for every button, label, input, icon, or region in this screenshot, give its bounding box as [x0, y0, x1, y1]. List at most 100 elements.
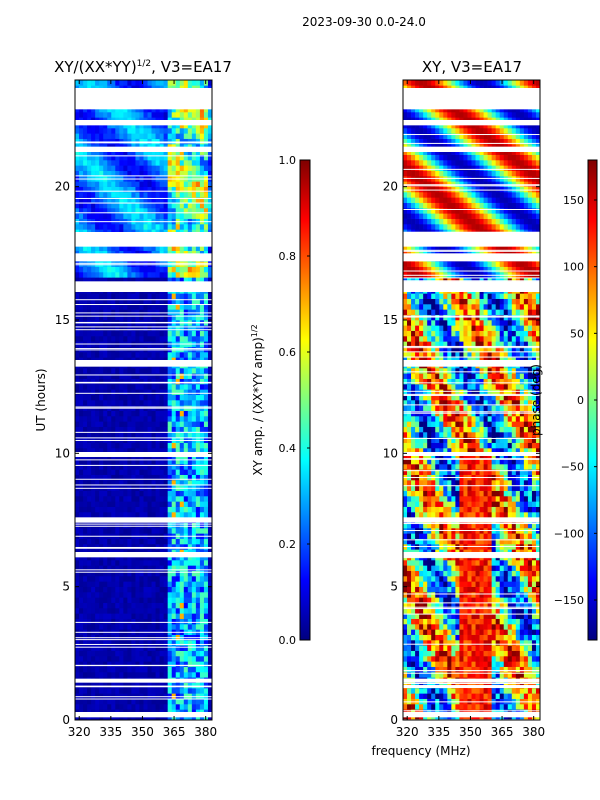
left-heatmap-cell: [203, 613, 209, 619]
left-heatmap-cell: [175, 442, 181, 449]
right-heatmap-cell: [463, 608, 468, 614]
left-heatmap-cell: [191, 298, 197, 305]
left-heatmap-cell: [87, 560, 92, 566]
right-heatmap-cell: [407, 661, 412, 667]
left-heatmap-cell: [123, 314, 128, 321]
left-heatmap-cell: [155, 149, 160, 155]
right-heatmap-cell: [487, 704, 492, 710]
left-heatmap-cell: [151, 293, 156, 299]
left-heatmap-cell: [111, 602, 116, 609]
left-heatmap-cell: [87, 192, 92, 198]
left-heatmap-cell: [87, 261, 92, 267]
left-heatmap-cell: [123, 672, 128, 678]
left-heatmap-cell: [171, 213, 177, 219]
left-heatmap-cell: [199, 122, 205, 129]
right-heatmap-cell: [411, 613, 416, 619]
left-heatmap-cell: [135, 693, 140, 699]
right-heatmap-cell: [515, 672, 521, 678]
left-heatmap-cell: [103, 608, 108, 614]
left-heatmap-cell: [187, 464, 193, 470]
left-heatmap-cell: [127, 693, 132, 699]
left-heatmap-cell: [183, 448, 189, 454]
left-heatmap-cell: [83, 336, 88, 342]
right-heatmap-cell: [443, 693, 448, 699]
left-heatmap-cell: [203, 181, 209, 187]
left-heatmap-cell: [95, 165, 100, 171]
left-heatmap-cell: [75, 581, 80, 587]
left-heatmap-cell: [199, 581, 205, 587]
left-heatmap-cell: [139, 458, 144, 465]
left-heatmap-cell: [107, 624, 112, 630]
left-heatmap-cell: [171, 122, 177, 129]
left-heatmap-cell: [139, 368, 144, 374]
left-heatmap-cell: [155, 378, 160, 385]
left-heatmap-cell: [199, 656, 205, 662]
left-heatmap-cell: [175, 325, 181, 331]
left-heatmap-cell: [183, 704, 189, 710]
right-heatmap-cell: [503, 650, 509, 657]
left-heatmap-cell: [111, 122, 116, 129]
left-heatmap-cell: [79, 410, 84, 417]
left-heatmap-cell: [123, 650, 128, 657]
left-heatmap-cell: [111, 261, 116, 267]
left-heatmap-cell: [147, 650, 152, 657]
left-heatmap-cell: [99, 128, 104, 134]
left-heatmap-cell: [75, 480, 80, 486]
left-heatmap-cell: [171, 693, 177, 699]
right-heatmap-cell: [531, 597, 537, 603]
left-heatmap-cell: [163, 384, 168, 390]
right-heatmap-cell: [435, 666, 440, 673]
left-heatmap-cell: [79, 106, 84, 113]
left-heatmap-cell: [91, 122, 96, 129]
left-heatmap-cell: [199, 688, 205, 694]
left-heatmap-cell: [195, 128, 201, 134]
left-heatmap-cell: [195, 266, 201, 273]
right-heatmap-cell: [527, 634, 533, 641]
left-heatmap-cell: [139, 245, 144, 251]
left-heatmap-cell: [75, 304, 80, 310]
left-heatmap-cell: [187, 597, 193, 603]
left-heatmap-cell: [191, 165, 197, 171]
left-heatmap-cell: [99, 688, 104, 694]
left-heatmap-cell: [135, 688, 140, 694]
left-heatmap-cell: [135, 597, 140, 603]
right-heatmap-cell: [403, 640, 408, 646]
left-heatmap-cell: [155, 581, 160, 587]
left-heatmap-cell: [103, 400, 108, 406]
left-heatmap-cell: [87, 368, 92, 374]
right-heatmap-cell: [451, 613, 456, 619]
right-heatmap-cell: [431, 714, 436, 720]
right-heatmap-cell: [443, 714, 448, 720]
left-heatmap-cell: [119, 544, 124, 550]
left-heatmap-cell: [127, 464, 132, 470]
left-heatmap-cell: [131, 448, 136, 454]
left-heatmap-cell: [83, 197, 88, 203]
left-heatmap-cell: [143, 693, 148, 699]
left-heatmap-cell: [75, 682, 80, 689]
right-heatmap-cell: [431, 693, 436, 699]
right-heatmap-cell: [455, 608, 460, 614]
left-heatmap-cell: [143, 421, 148, 427]
left-heatmap-cell: [95, 704, 100, 710]
left-heatmap-cell: [83, 682, 88, 689]
left-heatmap-cell: [139, 672, 144, 678]
left-heatmap-cell: [203, 336, 209, 342]
left-heatmap-cell: [119, 442, 124, 449]
left-heatmap-cell: [119, 149, 124, 155]
left-heatmap-cell: [203, 373, 209, 379]
left-heatmap-cell: [199, 245, 205, 251]
left-heatmap-cell: [207, 421, 212, 427]
left-heatmap-cell: [207, 560, 212, 566]
left-heatmap-cell: [119, 512, 124, 518]
right-heatmap-cell: [439, 645, 444, 651]
left-heatmap-cell: [79, 624, 84, 630]
right-heatmap-cell: [523, 656, 529, 662]
left-heatmap-cell: [195, 426, 201, 433]
left-heatmap-cell: [95, 693, 100, 699]
left-heatmap-cell: [179, 442, 185, 449]
left-heatmap-cell: [199, 208, 205, 214]
left-heatmap-cell: [199, 672, 205, 678]
left-heatmap-cell: [195, 304, 201, 310]
left-heatmap-cell: [191, 154, 197, 161]
left-heatmap-cell: [135, 682, 140, 689]
